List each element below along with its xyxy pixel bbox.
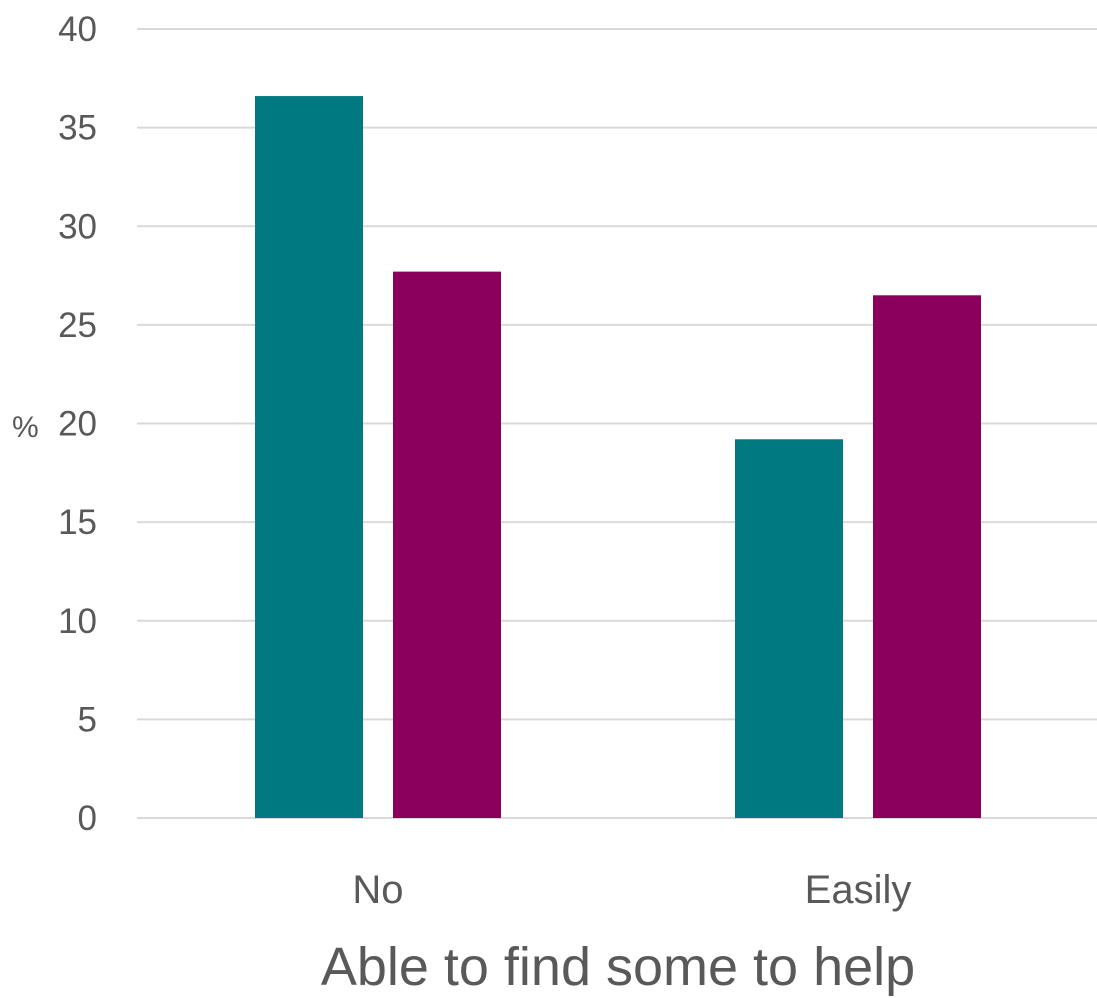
- x-axis-title: Able to find some to help: [321, 937, 915, 997]
- bar-no-series-2: [393, 271, 501, 818]
- y-axis-label: %: [12, 411, 39, 444]
- y-tick-label: 40: [58, 10, 97, 49]
- y-tick-label: 30: [58, 207, 97, 246]
- bar-easily-series-2: [873, 295, 981, 819]
- bars: [255, 96, 981, 819]
- y-tick-label: 0: [78, 799, 97, 838]
- category-label-no: No: [352, 868, 403, 912]
- y-tick-label: 5: [78, 700, 97, 739]
- bar-no-series-1: [255, 96, 363, 818]
- category-label-easily: Easily: [805, 868, 912, 912]
- y-tick-label: 35: [58, 109, 97, 148]
- y-tick-label: 15: [58, 503, 97, 542]
- bar-easily-series-1: [735, 439, 843, 818]
- x-axis-categories: No Easily: [352, 868, 911, 912]
- y-tick-label: 20: [58, 405, 97, 444]
- y-tick-label: 25: [58, 306, 97, 345]
- y-tick-label: 10: [58, 602, 97, 641]
- y-axis-ticks: 0 5 10 15 20 25 30 35 40: [58, 10, 97, 838]
